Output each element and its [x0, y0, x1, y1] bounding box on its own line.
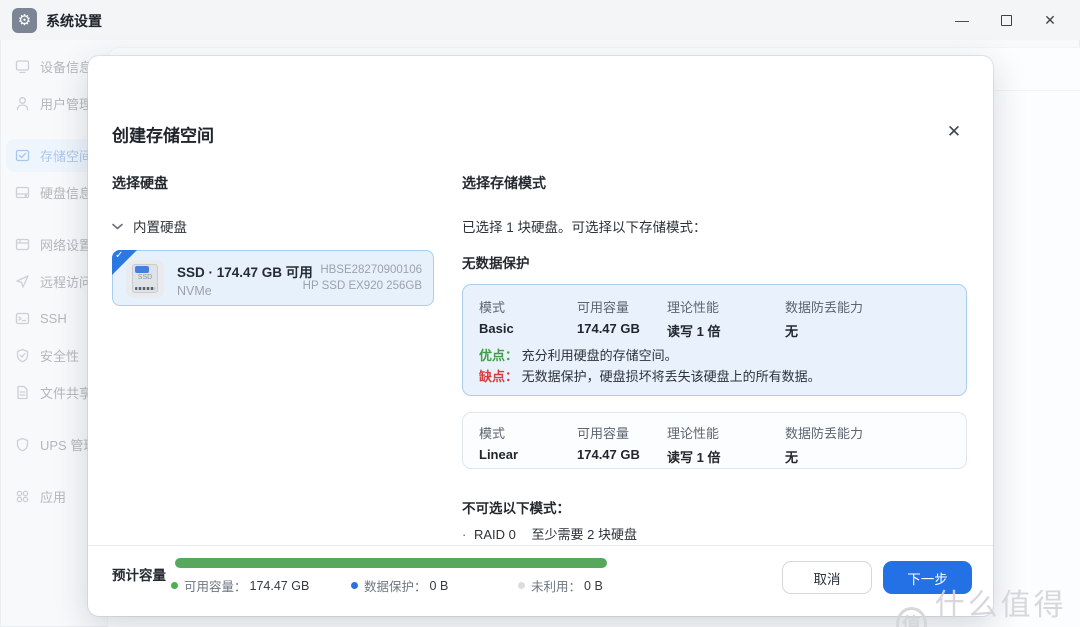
disk-model: HP SSD EX920 256GB	[302, 280, 422, 292]
mode-card-basic[interactable]: 模式 可用容量 理论性能 数据防丢能力 Basic 174.47 GB 读写 1…	[462, 284, 967, 396]
mode-name: Basic	[479, 321, 514, 336]
col-header-performance: 理论性能	[667, 300, 720, 315]
mode-performance: 读写 1 倍	[667, 324, 721, 339]
col-header-mode: 模式	[479, 426, 506, 441]
selection-summary: 已选择 1 块硬盘。可选择以下存储模式：	[462, 220, 707, 235]
window-controls: — ✕	[940, 0, 1072, 40]
dialog-close-icon[interactable]: ✕	[946, 122, 962, 141]
titlebar: ⚙ 系统设置 — ✕	[0, 0, 1080, 40]
legend-protection: 数据保护： 0 B	[351, 576, 448, 595]
create-storage-dialog: 创建存储空间 ✕ 选择硬盘 内置硬盘 SSD SSD · 174.47 GB 可…	[88, 56, 993, 616]
cons-text: 无数据保护，硬盘损坏将丢失该硬盘上的所有数据。	[521, 369, 821, 384]
cancel-button[interactable]: 取消	[782, 561, 872, 594]
mode-name: Linear	[479, 447, 519, 462]
disk-serial: HBSE28270900106	[320, 264, 422, 276]
storage-mode-heading: 选择存储模式	[462, 175, 546, 191]
green-dot-icon	[171, 582, 178, 589]
chevron-down-icon	[112, 223, 123, 229]
dialog-footer: 预计容量 可用容量： 174.47 GB 数据保护： 0 B 未利用： 0 B …	[88, 545, 993, 616]
pros-label: 优点：	[479, 348, 519, 363]
storage-mode-column: 选择存储模式 已选择 1 块硬盘。可选择以下存储模式： 无数据保护 模式 可用容…	[462, 174, 967, 616]
settings-gear-icon: ⚙	[12, 8, 37, 33]
col-header-performance: 理论性能	[667, 426, 720, 441]
legend-available: 可用容量： 174.47 GB	[171, 576, 309, 595]
select-disk-column: 选择硬盘 内置硬盘 SSD SSD · 174.47 GB 可用 NVMe HB…	[112, 174, 442, 306]
maximize-icon	[1000, 14, 1012, 26]
unavailable-raid0: · RAID 0 至少需要 2 块硬盘	[462, 527, 637, 542]
no-protection-label: 无数据保护	[462, 256, 530, 271]
mode-capacity: 174.47 GB	[577, 447, 640, 462]
ssd-icon: SSD	[126, 260, 164, 298]
next-step-button[interactable]: 下一步	[883, 561, 972, 594]
pros-text: 充分利用硬盘的存储空间。	[521, 348, 678, 363]
disk-title: SSD · 174.47 GB 可用	[177, 265, 313, 280]
legend-unused: 未利用： 0 B	[518, 576, 603, 595]
mode-performance: 读写 1 倍	[667, 450, 721, 465]
capacity-legend: 可用容量： 174.47 GB 数据保护： 0 B 未利用： 0 B	[171, 576, 615, 596]
unavailable-modes-heading: 不可选以下模式：	[462, 501, 570, 516]
mode-protection: 无	[785, 450, 799, 465]
maximize-button[interactable]	[984, 0, 1028, 40]
col-header-capacity: 可用容量	[577, 300, 630, 315]
col-header-mode: 模式	[479, 300, 506, 315]
disk-card-ssd[interactable]: SSD SSD · 174.47 GB 可用 NVMe HBSE28270900…	[112, 250, 434, 306]
internal-disk-group-toggle[interactable]: 内置硬盘	[112, 216, 442, 236]
estimated-capacity-label: 预计容量	[112, 568, 166, 583]
dialog-title: 创建存储空间	[112, 126, 214, 146]
mode-card-linear[interactable]: 模式 可用容量 理论性能 数据防丢能力 Linear 174.47 GB 读写 …	[462, 412, 967, 469]
gray-dot-icon	[518, 582, 525, 589]
mode-capacity: 174.47 GB	[577, 321, 640, 336]
col-header-capacity: 可用容量	[577, 426, 630, 441]
select-disk-heading: 选择硬盘	[112, 175, 168, 191]
cons-label: 缺点：	[479, 369, 519, 384]
disk-interface: NVMe	[177, 284, 212, 298]
col-header-protection: 数据防丢能力	[785, 300, 864, 315]
capacity-progress-bar	[175, 558, 607, 568]
blue-dot-icon	[351, 582, 358, 589]
close-window-button[interactable]: ✕	[1044, 11, 1056, 28]
col-header-protection: 数据防丢能力	[785, 426, 864, 441]
internal-disk-group-label: 内置硬盘	[133, 220, 187, 235]
mode-protection: 无	[785, 324, 799, 339]
app-title: 系统设置	[46, 13, 102, 29]
minimize-button[interactable]: —	[955, 12, 969, 28]
